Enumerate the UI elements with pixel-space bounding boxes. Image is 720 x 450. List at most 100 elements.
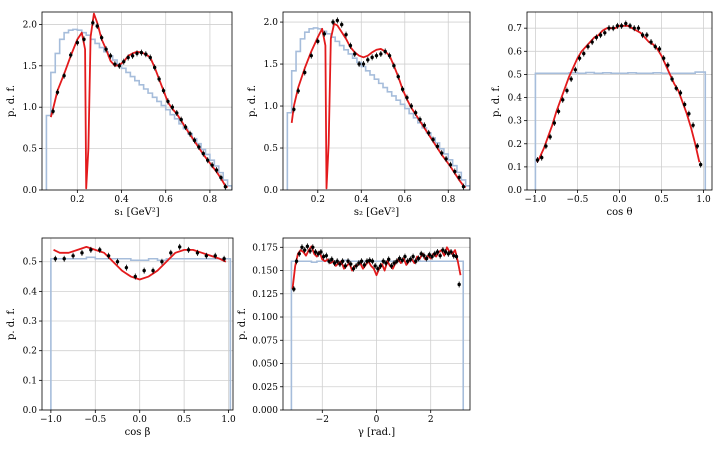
data-point xyxy=(292,107,296,112)
data-point xyxy=(361,62,366,66)
y-tick-label: 0.0 xyxy=(508,186,523,196)
data-point xyxy=(561,98,565,102)
data-point xyxy=(135,51,139,56)
data-point xyxy=(343,264,348,268)
data-point xyxy=(427,253,432,257)
data-point xyxy=(91,21,95,25)
y-tick-label: 0.050 xyxy=(252,360,278,370)
data-point xyxy=(628,24,632,28)
data-point xyxy=(453,169,457,174)
data-point xyxy=(303,70,307,75)
data-point xyxy=(144,52,148,56)
data-point xyxy=(160,260,164,264)
data-point xyxy=(161,88,166,93)
data-point xyxy=(426,131,431,135)
data-point xyxy=(448,163,453,167)
data-point xyxy=(405,259,410,263)
data-point xyxy=(449,250,453,254)
data-point xyxy=(392,261,396,265)
data-point xyxy=(104,47,108,51)
data-point xyxy=(71,254,75,258)
data-point xyxy=(607,26,611,30)
data-point xyxy=(400,87,405,91)
data-point xyxy=(441,248,445,252)
data-point xyxy=(179,117,183,122)
data-point xyxy=(590,40,594,44)
y-tick-label: 1.5 xyxy=(23,62,38,72)
data-point xyxy=(55,90,60,95)
y-tick-label: 2.0 xyxy=(23,20,38,30)
data-point xyxy=(446,252,451,256)
plot-area xyxy=(286,17,470,190)
data-point xyxy=(89,248,93,252)
data-point xyxy=(431,137,435,142)
data-point xyxy=(62,257,66,261)
data-point xyxy=(340,22,344,27)
subplot-1: 0.2 0.4 0.6 0.8 0.0 0.5 1.0 1.5 2.0 s₁ [GeV²] p. d… xyxy=(6,11,233,218)
y-tick-label: 0.0 xyxy=(23,406,38,416)
model-curve-series xyxy=(536,24,701,163)
data-point xyxy=(392,64,396,68)
data-point xyxy=(183,125,188,129)
data-point xyxy=(300,245,304,249)
data-point xyxy=(678,91,683,95)
data-point xyxy=(661,56,666,60)
data-point xyxy=(396,74,400,79)
data-point xyxy=(603,31,607,35)
data-point xyxy=(435,144,440,149)
data-point xyxy=(349,262,353,266)
x-axis-label: cos θ xyxy=(607,207,633,218)
data-point xyxy=(106,254,111,258)
data-point xyxy=(649,40,653,44)
data-point xyxy=(452,253,456,258)
x-tick-label: 0.8 xyxy=(203,195,218,205)
y-tick-label: 0.1 xyxy=(23,376,37,386)
data-point xyxy=(316,252,320,256)
x-axis-label: s₁ [GeV²] xyxy=(114,207,159,218)
y-tick-label: 0.150 xyxy=(252,267,278,277)
data-point xyxy=(115,260,120,264)
y-tick-label: 2.0 xyxy=(264,18,279,28)
data-point xyxy=(201,151,205,156)
data-point xyxy=(359,259,364,263)
data-point xyxy=(632,26,636,30)
data-point xyxy=(192,138,197,143)
data-point xyxy=(400,258,404,263)
data-point xyxy=(319,250,323,254)
data-point xyxy=(645,33,649,37)
data-point xyxy=(395,259,399,263)
data-point xyxy=(381,259,385,263)
x-tick-label: 2 xyxy=(428,415,434,425)
data-point xyxy=(151,268,155,273)
data-point xyxy=(357,62,361,66)
y-axis-label: p. d. f. xyxy=(491,85,502,117)
data-point xyxy=(443,250,448,254)
y-tick-label: 1.0 xyxy=(264,102,279,112)
plot-area xyxy=(534,20,707,190)
x-tick-label: 0.2 xyxy=(70,195,84,205)
y-tick-label: 1.5 xyxy=(264,60,279,70)
y-tick-label: 0.4 xyxy=(23,287,38,297)
subplot-2: 0.2 0.4 0.6 0.8 0.0 0.5 1.0 1.5 2.0 s₂ [GeV²] p. d… xyxy=(247,11,471,218)
data-point xyxy=(586,44,590,49)
plot-area xyxy=(290,243,465,410)
histogram-step-series xyxy=(45,28,232,190)
data-point xyxy=(219,175,223,180)
data-point xyxy=(124,265,129,270)
histogram-step-series xyxy=(534,71,707,190)
data-point xyxy=(294,259,299,263)
data-point xyxy=(409,104,413,108)
data-point xyxy=(687,112,691,116)
data-point xyxy=(95,24,99,28)
y-tick-label: 0.175 xyxy=(252,243,278,253)
data-point xyxy=(365,259,369,263)
data-point xyxy=(113,62,117,66)
data-point xyxy=(424,256,429,261)
data-point xyxy=(353,52,357,56)
y-tick-label: 0.5 xyxy=(264,144,279,154)
data-point xyxy=(139,50,144,55)
data-point xyxy=(214,168,219,172)
data-point xyxy=(335,18,340,23)
x-tick-label: 0.0 xyxy=(612,195,627,205)
x-tick-label: −0.5 xyxy=(84,415,106,425)
